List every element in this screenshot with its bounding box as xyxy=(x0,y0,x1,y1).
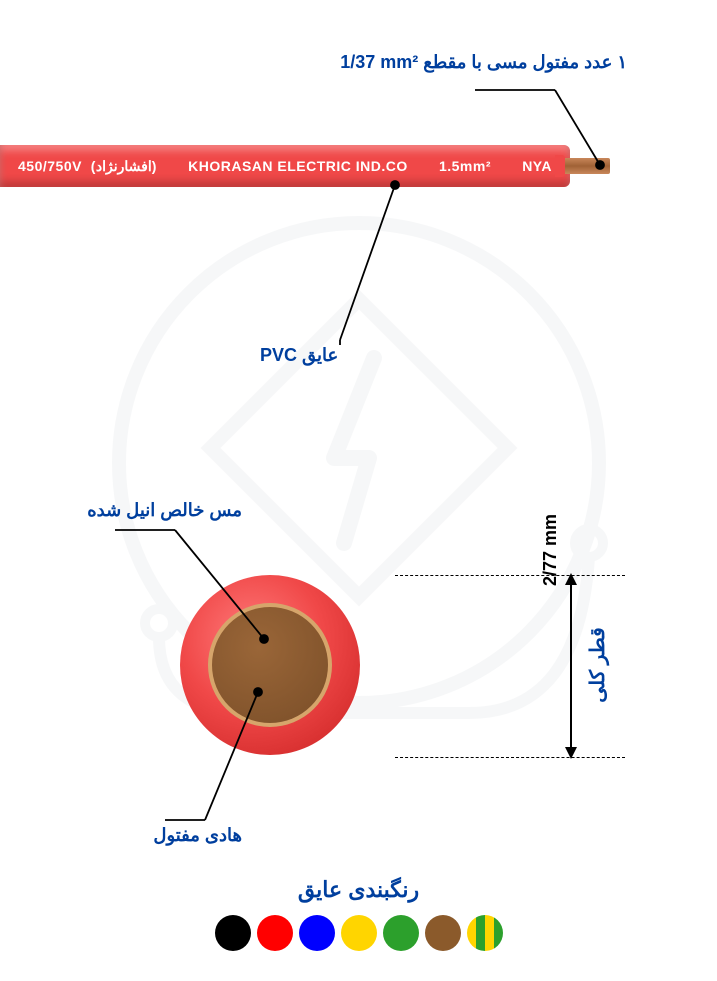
swatch-title: رنگبندی عایق xyxy=(0,877,717,903)
color-swatch-stripe xyxy=(467,915,503,951)
cable-print-text: 450/750V (افشارنژاد) KHORASAN ELECTRIC I… xyxy=(0,145,570,187)
color-swatch xyxy=(299,915,335,951)
color-swatch xyxy=(215,915,251,951)
color-swatch xyxy=(257,915,293,951)
pvc-label: عایق PVC xyxy=(260,345,338,366)
diameter-label: قطر کلی xyxy=(585,615,610,715)
cable-cross-section xyxy=(180,575,360,755)
insulation-color-swatches: رنگبندی عایق xyxy=(0,877,717,951)
conductor-label: هادی مفتول xyxy=(153,825,242,846)
wire-count-label: ۱ عدد مفتول مسی با مقطع ‎1/37 mm² xyxy=(340,52,627,73)
swatch-row xyxy=(0,915,717,951)
color-swatch xyxy=(425,915,461,951)
overall-diameter-dimension: 2/77 mm قطر کلی xyxy=(395,565,675,765)
diameter-value: 2/77 mm xyxy=(540,490,561,610)
color-swatch xyxy=(383,915,419,951)
cable-side-view: 450/750V (افشارنژاد) KHORASAN ELECTRIC I… xyxy=(0,145,610,187)
color-swatch xyxy=(341,915,377,951)
annealed-copper-label: مس خالص انیل شده xyxy=(87,500,242,521)
cross-copper-core xyxy=(212,607,328,723)
